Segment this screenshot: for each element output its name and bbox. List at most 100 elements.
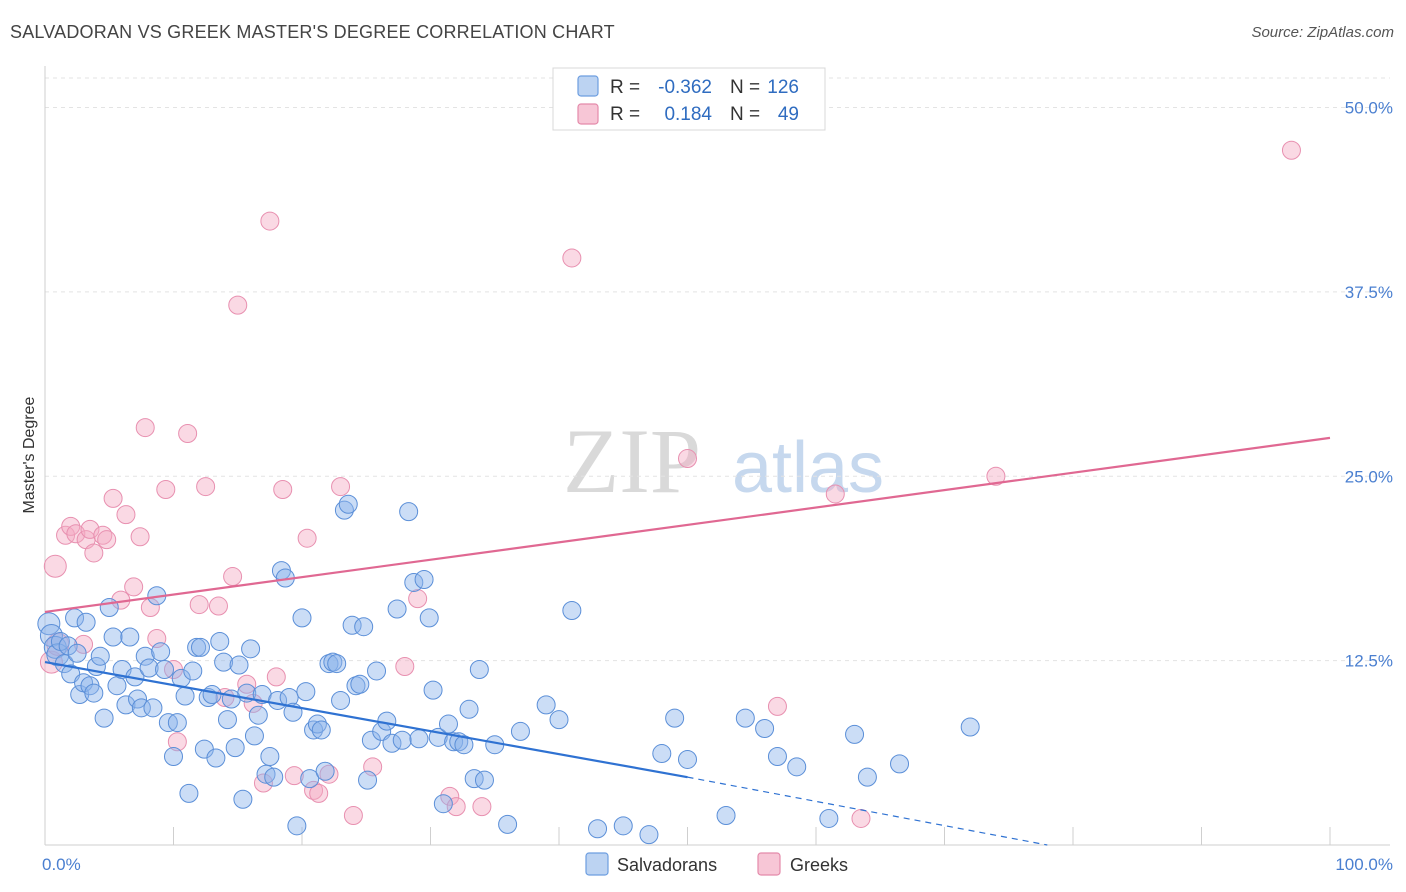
salvadorans-point-58	[256, 764, 276, 784]
salvadorans-point-111	[536, 695, 556, 715]
salvadorans-point-100	[438, 714, 458, 734]
salvadorans-point-56	[248, 705, 268, 725]
greeks-point-20	[156, 480, 176, 500]
salvadorans-point-117	[652, 744, 672, 764]
greeks-point-39	[309, 783, 329, 803]
y-tick-label-3: 50.0%	[1345, 99, 1393, 118]
salvadorans-point-68	[296, 682, 316, 702]
legend-n-value-1: 126	[767, 77, 799, 98]
greeks-point-23	[178, 423, 198, 443]
salvadorans-point-9	[67, 643, 87, 663]
legend-swatch-greeks	[577, 103, 599, 125]
salvadorans-point-29	[143, 698, 163, 718]
y-tick-label-1: 25.0%	[1345, 467, 1393, 486]
greeks-point-25	[196, 477, 216, 497]
salvadorans-point-129	[960, 717, 980, 737]
legend-r-label-1: R =	[610, 77, 640, 98]
salvadorans-point-20	[107, 676, 127, 696]
salvadorans-point-77	[331, 690, 351, 710]
salvadorans-point-60	[264, 767, 284, 787]
salvadorans-point-46	[210, 631, 230, 651]
salvadorans-point-110	[510, 721, 530, 741]
salvadorans-point-35	[167, 713, 187, 733]
salvadorans-point-19	[103, 627, 123, 647]
salvadorans-point-96	[419, 608, 439, 628]
greeks-point-26	[208, 596, 228, 616]
bottom-legend-swatch-salvadorans	[585, 852, 609, 876]
greeks-point-35	[273, 480, 293, 500]
salvadorans-point-118	[665, 708, 685, 728]
salvadorans-point-104	[459, 699, 479, 719]
salvadorans-point-83	[354, 617, 374, 637]
salvadorans-point-121	[735, 708, 755, 728]
salvadorans-point-39	[183, 661, 203, 681]
salvadorans-point-103	[454, 735, 474, 755]
salvadorans-point-125	[819, 808, 839, 828]
salvadorans-point-97	[423, 680, 443, 700]
greeks-point-11	[97, 530, 117, 550]
salvadorans-point-27	[135, 646, 155, 666]
salvadorans-point-67	[292, 608, 312, 628]
salvadorans-point-18	[99, 598, 119, 618]
salvadorans-point-23	[120, 627, 140, 647]
series-legend: Salvadorans Greeks	[585, 852, 848, 876]
salvadorans-point-94	[409, 729, 429, 749]
salvadorans-point-32	[155, 659, 175, 679]
greeks-point-22	[167, 732, 187, 752]
greeks-point-12	[103, 488, 123, 508]
salvadorans-points	[37, 494, 980, 845]
salvadorans-point-106	[469, 659, 489, 679]
greeks-point-55	[1281, 140, 1301, 160]
x-tick-label-1: 100.0%	[1335, 855, 1393, 874]
greeks-point-41	[331, 477, 351, 497]
greeks-point-29	[228, 295, 248, 315]
watermark-zip: ZIP	[563, 410, 701, 512]
salvadorans-point-59	[260, 747, 280, 766]
correlation-legend: R = -0.362 N = 126 R = 0.184 N = 49	[552, 67, 826, 131]
greeks-point-8	[80, 519, 100, 539]
greeks-point-17	[135, 418, 155, 438]
y-tick-label-2: 37.5%	[1345, 283, 1393, 302]
greeks-point-48	[472, 797, 492, 817]
salvadorans-point-14	[84, 683, 104, 703]
greeks-trend-line	[44, 436, 1331, 614]
salvadorans-point-34	[164, 747, 183, 766]
salvadorans-point-90	[387, 599, 407, 619]
salvadorans-point-127	[857, 767, 877, 787]
salvadorans-point-26	[131, 698, 151, 718]
y-tick-label-0: 12.5%	[1345, 652, 1393, 671]
greeks-point-46	[440, 786, 460, 806]
salvadorans-point-123	[767, 747, 787, 766]
salvadorans-point-115	[613, 816, 633, 836]
salvadorans-point-54	[241, 639, 261, 659]
salvadorans-point-84	[358, 770, 378, 790]
salvadorans-point-124	[787, 757, 807, 777]
salvadorans-point-38	[179, 783, 199, 803]
greeks-point-37	[297, 528, 317, 548]
axes	[44, 66, 1390, 846]
salvadorans-point-91	[392, 730, 412, 750]
legend-swatch-salvadorans	[577, 75, 599, 97]
salvadorans-trend-line	[44, 661, 688, 779]
greeks-point-9	[84, 543, 104, 563]
salvadorans-point-17	[94, 708, 114, 728]
greeks-point-42	[343, 806, 363, 825]
legend-r-value-2: 0.184	[664, 104, 712, 125]
greeks-point-1	[43, 554, 67, 578]
salvadorans-point-72	[311, 720, 331, 740]
greeks-point-54	[986, 466, 1006, 486]
bottom-legend-swatch-greeks	[757, 852, 781, 876]
salvadorans-point-92	[399, 502, 419, 522]
salvadorans-point-99	[433, 794, 453, 814]
y-tick-labels: 12.5% 25.0% 37.5% 50.0%	[1345, 99, 1393, 671]
salvadorans-point-45	[206, 748, 226, 768]
greeks-point-40	[319, 764, 339, 784]
salvadorans-point-31	[151, 642, 171, 662]
salvadorans-point-51	[229, 655, 249, 675]
salvadorans-point-105	[464, 769, 484, 789]
greeks-point-49	[562, 248, 582, 268]
salvadorans-point-122	[755, 718, 775, 738]
salvadorans-point-76	[327, 654, 347, 674]
salvadorans-point-71	[307, 714, 327, 734]
